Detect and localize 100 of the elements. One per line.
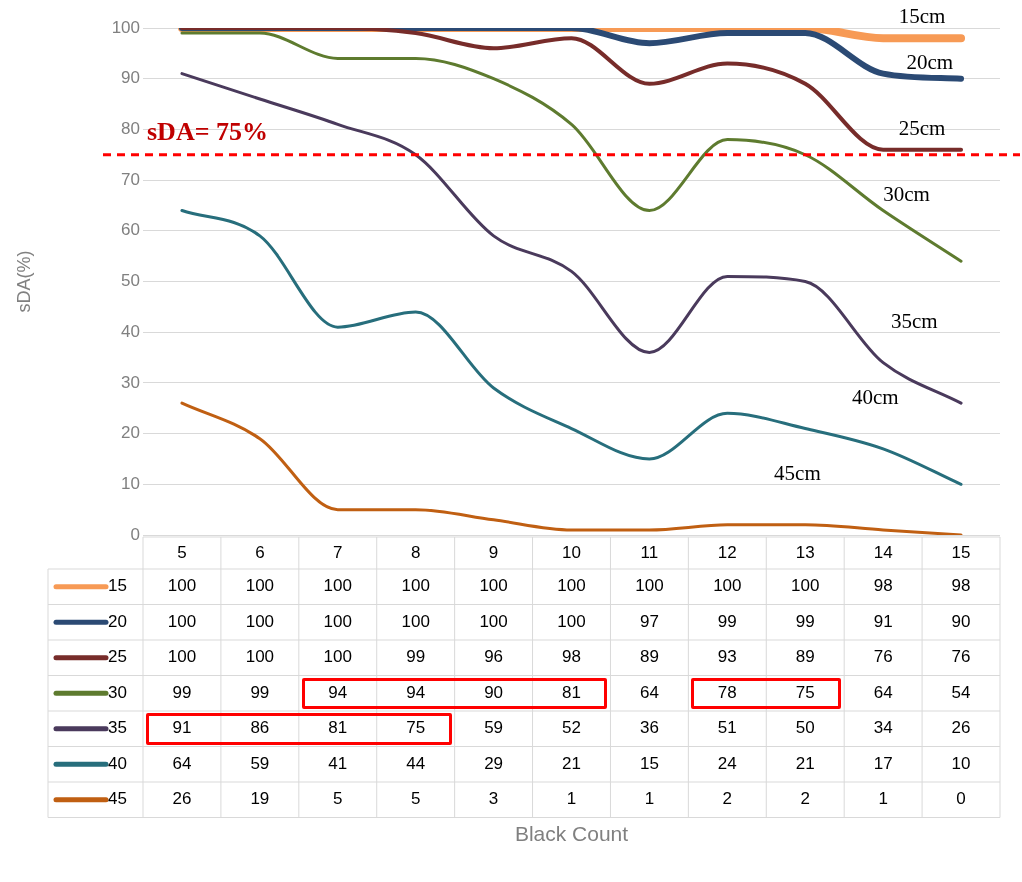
- line-series: [180, 209, 963, 486]
- data-label: 64: [172, 753, 192, 773]
- data-label: 100: [245, 611, 275, 631]
- annotation: 15cm: [898, 4, 946, 29]
- data-label: 1: [644, 789, 655, 809]
- x-tick-label: 13: [795, 542, 815, 562]
- data-label: 100: [167, 576, 197, 596]
- data-label: 24: [717, 753, 737, 773]
- data-label: 100: [245, 576, 275, 596]
- data-label: 0: [956, 789, 966, 809]
- data-label: 91: [172, 718, 192, 738]
- data-label: 99: [250, 682, 270, 702]
- data-label: 75: [406, 718, 426, 738]
- data-label: 19: [250, 789, 270, 809]
- data-label: 96: [484, 647, 504, 667]
- data-label: 2: [800, 789, 810, 809]
- data-label: 36: [639, 718, 659, 738]
- data-label: 90: [484, 682, 504, 702]
- data-label: 90: [951, 611, 971, 631]
- data-label: 59: [250, 753, 270, 773]
- y-tick-label: 60: [121, 220, 140, 240]
- data-label: 89: [795, 647, 815, 667]
- legend-label: 40: [108, 753, 127, 773]
- data-label: 54: [951, 682, 971, 702]
- data-label: 1: [566, 789, 577, 809]
- data-label: 100: [635, 576, 664, 596]
- data-label: 59: [484, 718, 504, 738]
- data-label: 2: [722, 789, 733, 809]
- data-label: 99: [795, 611, 815, 631]
- legend-label: 20: [108, 611, 127, 631]
- data-label: 86: [250, 718, 270, 738]
- y-tick-label: 50: [121, 271, 140, 291]
- data-label: 41: [328, 753, 348, 773]
- data-label: 89: [639, 647, 659, 667]
- data-label: 100: [323, 611, 352, 631]
- text: Black Count: [514, 822, 629, 846]
- ref-line-label: sDA= 75%: [147, 117, 268, 147]
- data-label: 100: [323, 576, 352, 596]
- data-label: 5: [333, 789, 343, 809]
- data-label: 5: [410, 789, 421, 809]
- data-label: 81: [328, 718, 348, 738]
- data-label: 100: [167, 647, 197, 667]
- data-label: 76: [951, 647, 971, 667]
- x-tick-label: 7: [333, 542, 343, 562]
- annotation: 20cm: [906, 50, 954, 75]
- data-label: 99: [172, 682, 192, 702]
- data-label: 21: [795, 753, 815, 773]
- data-label: 99: [406, 647, 426, 667]
- x-tick-label: 8: [410, 542, 421, 562]
- data-label: 76: [873, 647, 893, 667]
- legend-label: 35: [108, 718, 127, 738]
- y-tick-label: 90: [121, 68, 140, 88]
- data-label: 94: [406, 682, 426, 702]
- data-label: 10: [951, 753, 971, 773]
- data-label: 34: [873, 718, 893, 738]
- y-tick-label: 10: [121, 473, 140, 493]
- x-tick-label: 12: [717, 542, 737, 562]
- annotation: 45cm: [774, 460, 821, 485]
- data-label: 100: [791, 576, 820, 596]
- data-label: 100: [401, 611, 430, 631]
- data-label: 1: [878, 789, 888, 809]
- data-label: 100: [245, 647, 275, 667]
- legend-label: 30: [108, 682, 127, 702]
- data-label: 99: [717, 611, 737, 631]
- y-tick-label: 30: [121, 372, 140, 392]
- data-label: 100: [167, 611, 197, 631]
- data-label: 100: [479, 611, 508, 631]
- x-tick-label: 6: [255, 542, 265, 562]
- data-label: 93: [717, 647, 737, 667]
- x-tick-label: 15: [951, 542, 971, 562]
- data-label: 98: [873, 576, 893, 596]
- y-tick-label: 100: [111, 17, 140, 37]
- y-tick-label: 0: [130, 524, 140, 544]
- data-label: 64: [639, 682, 659, 702]
- data-label: 100: [479, 576, 508, 596]
- y-tick-label: 20: [121, 423, 140, 443]
- data-label: 26: [951, 718, 971, 738]
- data-label: 44: [406, 753, 426, 773]
- annotation: 30cm: [883, 181, 930, 206]
- data-label: 75: [795, 682, 815, 702]
- data-label: 17: [873, 753, 893, 773]
- data-label: 91: [873, 611, 893, 631]
- annotation: 35cm: [890, 308, 938, 333]
- x-tick-label: 5: [177, 542, 187, 562]
- data-label: 51: [717, 718, 737, 738]
- data-label: 94: [328, 682, 348, 702]
- data-label: 52: [562, 718, 581, 738]
- x-tick-label: 9: [488, 542, 499, 562]
- legend-label: 15: [108, 576, 127, 596]
- data-label: 81: [562, 682, 581, 702]
- data-label: 98: [951, 576, 971, 596]
- data-label: 3: [488, 789, 499, 809]
- data-label: 15: [639, 753, 659, 773]
- legend-label: 25: [108, 647, 127, 667]
- data-label: 64: [873, 682, 893, 702]
- y-tick-label: 70: [121, 169, 140, 189]
- annotation: 40cm: [852, 384, 899, 409]
- data-label: 97: [639, 611, 659, 631]
- annotation: 25cm: [898, 115, 946, 140]
- data-label: 21: [562, 753, 581, 773]
